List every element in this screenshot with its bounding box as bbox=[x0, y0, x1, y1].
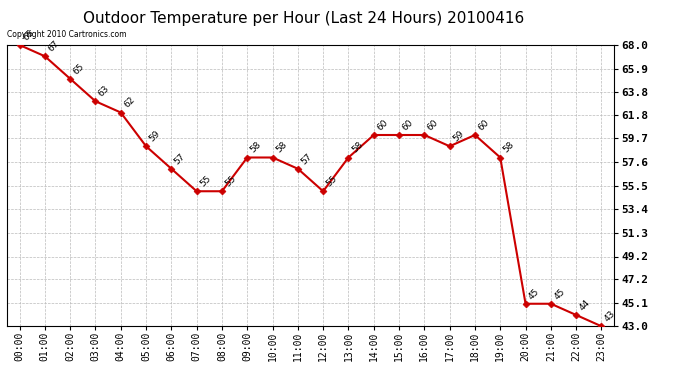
Text: 65: 65 bbox=[72, 62, 86, 76]
Text: 55: 55 bbox=[198, 174, 213, 189]
Text: 45: 45 bbox=[552, 286, 566, 301]
Text: 62: 62 bbox=[122, 95, 137, 110]
Text: 55: 55 bbox=[324, 174, 339, 189]
Text: 60: 60 bbox=[426, 118, 440, 132]
Text: 67: 67 bbox=[46, 39, 61, 54]
Text: 60: 60 bbox=[375, 118, 390, 132]
Text: 58: 58 bbox=[274, 140, 288, 155]
Text: 57: 57 bbox=[172, 152, 187, 166]
Text: 60: 60 bbox=[400, 118, 415, 132]
Text: 58: 58 bbox=[350, 140, 364, 155]
Text: 57: 57 bbox=[299, 152, 314, 166]
Text: Copyright 2010 Cartronics.com: Copyright 2010 Cartronics.com bbox=[7, 30, 126, 39]
Text: Outdoor Temperature per Hour (Last 24 Hours) 20100416: Outdoor Temperature per Hour (Last 24 Ho… bbox=[83, 11, 524, 26]
Text: 44: 44 bbox=[578, 298, 592, 312]
Text: 55: 55 bbox=[224, 174, 238, 189]
Text: 58: 58 bbox=[502, 140, 516, 155]
Text: 43: 43 bbox=[603, 309, 618, 324]
Text: 45: 45 bbox=[527, 286, 542, 301]
Text: 63: 63 bbox=[97, 84, 111, 99]
Text: 59: 59 bbox=[148, 129, 162, 144]
Text: 68: 68 bbox=[21, 28, 35, 42]
Text: 59: 59 bbox=[451, 129, 466, 144]
Text: 60: 60 bbox=[476, 118, 491, 132]
Text: 58: 58 bbox=[248, 140, 263, 155]
